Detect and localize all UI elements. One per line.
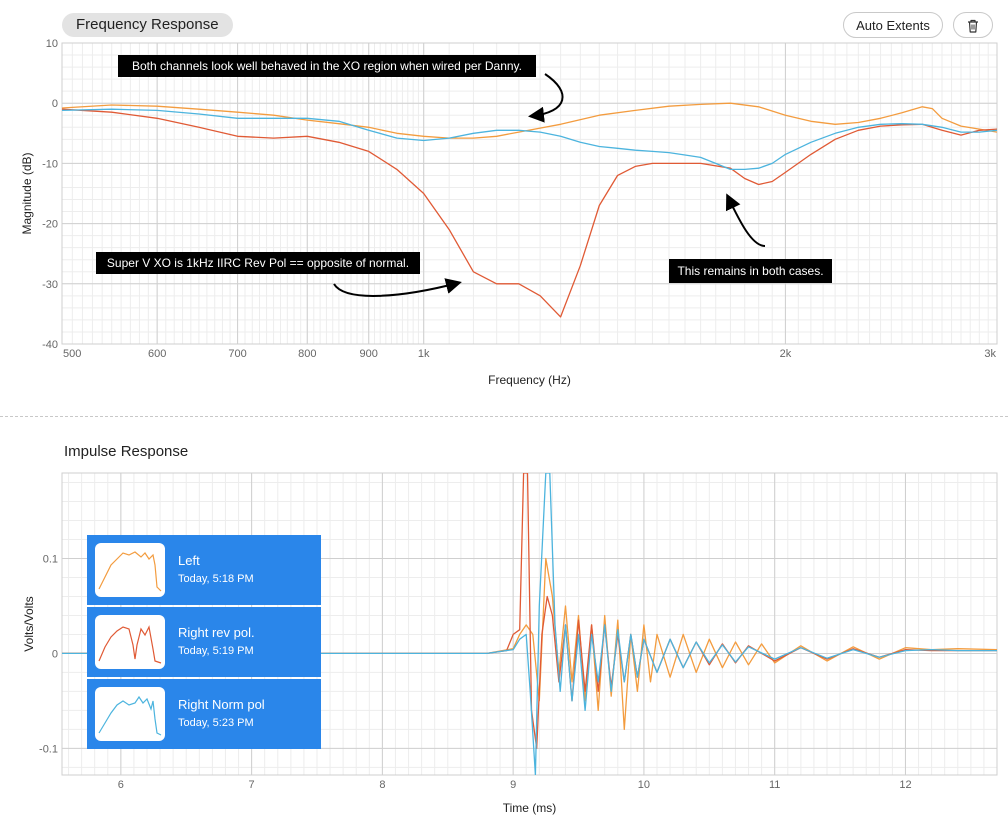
annotation-xo-region: Both channels look well behaved in the X…	[118, 55, 536, 77]
annotation-remains-text: This remains in both cases.	[677, 264, 823, 278]
x-tick-label: 900	[360, 348, 378, 360]
series-line-right-norm-pol	[62, 108, 997, 171]
y-tick-label: 10	[46, 38, 58, 50]
x-tick-label: 3k	[984, 348, 996, 360]
left-thumbnail	[95, 543, 165, 597]
annotation-xo-region-box	[118, 55, 536, 77]
x-tick-label: 700	[228, 348, 246, 360]
annotation-arrow	[725, 193, 766, 247]
series-legend: Left Today, 5:18 PM Right rev pol. Today…	[87, 535, 321, 749]
y-tick-label: -0.1	[39, 743, 58, 755]
x-tick-label: 600	[148, 348, 166, 360]
y-tick-label: -10	[42, 158, 58, 170]
x-tick-label: 6	[118, 779, 124, 791]
y-axis-label: Volts/Volts	[22, 596, 36, 651]
legend-item-right-rev-pol[interactable]: Right rev pol. Today, 5:19 PM	[87, 607, 321, 677]
x-tick-label: 10	[638, 779, 650, 791]
thumbnail-curve	[98, 551, 162, 592]
x-tick-label: 12	[899, 779, 911, 791]
trash-icon	[968, 19, 978, 33]
x-axis-label: Frequency (Hz)	[488, 373, 571, 387]
plot-frame	[61, 42, 998, 345]
x-tick-label: 2k	[780, 348, 792, 360]
x-tick-label: 800	[298, 348, 316, 360]
right-norm-pol-thumbnail	[95, 687, 165, 741]
impulse-response-title: Impulse Response	[64, 443, 189, 460]
y-tick-label: -40	[42, 339, 58, 351]
frequency-response-title: Frequency Response	[62, 13, 233, 37]
x-tick-label: 11	[769, 779, 780, 791]
annotation-arrow	[528, 73, 564, 123]
annotation-remains-box	[669, 259, 832, 283]
grid	[61, 42, 998, 345]
y-axis-label: Magnitude (dB)	[20, 152, 34, 234]
annotation-super-v-xo-text: Super V XO is 1kHz IIRC Rev Pol == oppos…	[107, 256, 409, 270]
annotation-xo-region-text: Both channels look well behaved in the X…	[132, 59, 522, 73]
legend-item-left[interactable]: Left Today, 5:18 PM	[87, 535, 321, 605]
series-line-right-norm-pol	[62, 473, 997, 775]
legend-item-right-norm-pol[interactable]: Right Norm pol Today, 5:23 PM	[87, 679, 321, 749]
y-tick-label: 0	[52, 98, 58, 110]
annotation-remains: This remains in both cases.	[669, 259, 832, 283]
thumbnail-curve	[98, 695, 162, 736]
x-axis-label: Time (ms)	[503, 801, 557, 815]
x-tick-label: 7	[249, 779, 255, 791]
annotation-arrow	[333, 278, 462, 297]
y-tick-label: -20	[42, 219, 58, 231]
legend-time: Today, 5:19 PM	[178, 645, 254, 657]
y-tick-label: 0.1	[43, 553, 58, 565]
y-tick-label: -30	[42, 279, 58, 291]
series-line-left	[62, 102, 997, 139]
series-line-right-rev-pol	[62, 108, 997, 318]
series-line-left	[62, 557, 997, 731]
legend-name: Left	[178, 553, 200, 568]
x-tick-label: 8	[379, 779, 385, 791]
panel-divider	[0, 416, 1008, 417]
x-tick-label: 500	[63, 348, 81, 360]
auto-extents-button[interactable]: Auto Extents	[843, 12, 943, 38]
right-rev-pol-thumbnail	[95, 615, 165, 669]
legend-name: Right Norm pol	[178, 697, 265, 712]
frequency-response-chart: 500 600 700 800 900 1k 2k 3k 10 0 -10 -20 -30 -40 Freq…	[20, 38, 998, 387]
thumbnail-curve	[98, 625, 162, 664]
plot-frame	[61, 472, 998, 776]
x-tick-label: 9	[510, 779, 516, 791]
trash-button[interactable]	[953, 12, 993, 38]
annotation-super-v-xo-box	[96, 252, 420, 274]
x-tick-label: 1k	[418, 348, 430, 360]
annotation-super-v-xo: Super V XO is 1kHz IIRC Rev Pol == oppos…	[96, 252, 420, 274]
legend-time: Today, 5:23 PM	[178, 717, 254, 729]
y-tick-label: 0	[52, 648, 58, 660]
legend-name: Right rev pol.	[178, 625, 255, 640]
legend-time: Today, 5:18 PM	[178, 573, 254, 585]
